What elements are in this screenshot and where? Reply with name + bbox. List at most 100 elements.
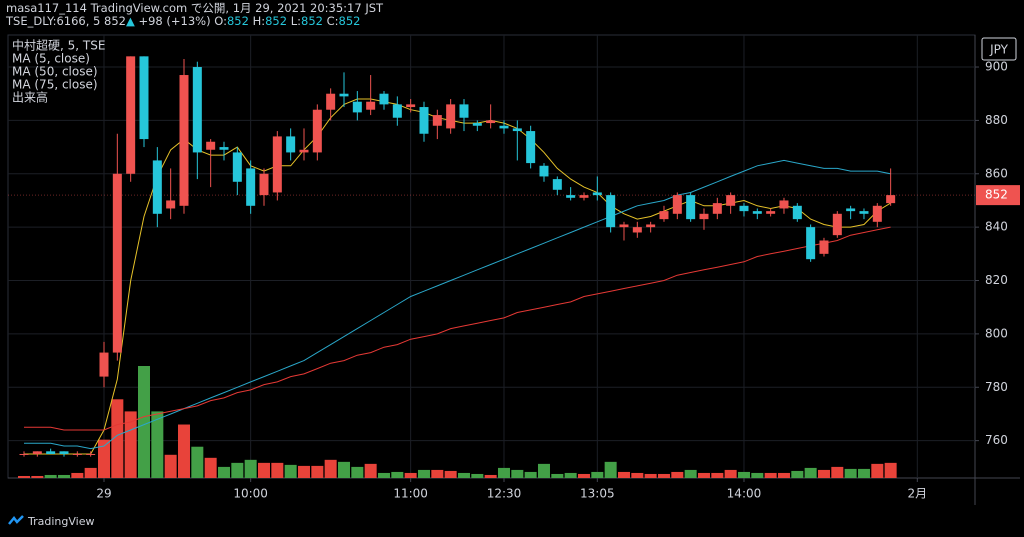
- volume-bar: [577, 473, 590, 478]
- candle-body: [286, 136, 296, 153]
- candle-body: [726, 195, 736, 206]
- volume-bar: [804, 467, 817, 478]
- price: 852: [104, 14, 126, 28]
- legend-volume: 出来高: [12, 90, 48, 105]
- candle-body: [659, 211, 669, 220]
- ohlc-value: 852: [301, 14, 323, 28]
- volume-bar: [257, 462, 270, 478]
- volume-bar: [217, 466, 230, 478]
- volume-bar: [351, 466, 364, 478]
- candle-body: [619, 224, 629, 228]
- price-label-box: [976, 185, 1020, 206]
- volume-bar: [764, 472, 777, 478]
- volume-bar: [71, 472, 84, 478]
- y-tick-label: 760: [985, 433, 1008, 447]
- ma-line: [24, 159, 891, 450]
- candle-body: [512, 128, 522, 132]
- candle-body: [872, 205, 882, 222]
- candle-body: [566, 195, 576, 198]
- candle-body: [326, 93, 336, 110]
- arrow: ▲: [125, 14, 135, 28]
- ohlc-label: C:: [326, 14, 339, 28]
- candle-body: [46, 451, 56, 454]
- volume-bar: [284, 464, 297, 478]
- volume-bar: [511, 469, 524, 478]
- candle-body: [752, 211, 762, 214]
- candle-body: [606, 195, 616, 228]
- volume-bar: [777, 472, 790, 478]
- volume-bar: [644, 473, 657, 478]
- candle-body: [112, 173, 122, 353]
- ohlc-value: 852: [226, 14, 249, 28]
- volume-bar: [164, 454, 177, 478]
- candle-body: [819, 240, 829, 254]
- volume-bar: [111, 399, 124, 478]
- volume-bar: [884, 462, 897, 478]
- volume-bar: [844, 468, 857, 478]
- candle-body: [499, 125, 509, 129]
- volume-bar: [497, 467, 510, 478]
- candle-body: [646, 224, 656, 228]
- candle-body: [86, 453, 96, 455]
- volume-bar: [657, 473, 670, 478]
- candle-body: [99, 352, 109, 377]
- volume-bar: [791, 470, 804, 478]
- volume-bar: [564, 472, 577, 478]
- volume-bar: [177, 424, 190, 478]
- candle-body: [846, 208, 856, 212]
- volume-bar: [751, 472, 764, 478]
- volume-bar: [431, 469, 444, 478]
- candle-body: [632, 227, 642, 233]
- volume-bar: [537, 463, 550, 478]
- candle-body: [419, 107, 429, 134]
- candle-body: [166, 200, 176, 209]
- volume-bar: [711, 472, 724, 478]
- y-tick-label: 780: [985, 380, 1008, 394]
- x-tick-label: 29: [96, 487, 111, 501]
- ohlc-value: 852: [265, 14, 288, 28]
- volume-bar: [137, 366, 150, 478]
- candle-body: [32, 451, 42, 454]
- candle-body: [806, 227, 816, 260]
- candle-body: [459, 104, 469, 118]
- candle-body: [552, 179, 562, 190]
- volume-bar: [404, 472, 417, 478]
- candle-body: [379, 93, 389, 105]
- volume-bar: [631, 472, 644, 478]
- ohlc-label: O:: [214, 14, 227, 28]
- ohlc-label: H:: [252, 14, 266, 28]
- candle-body: [406, 104, 416, 108]
- candle-body: [392, 104, 402, 118]
- candle-body: [206, 141, 216, 150]
- x-tick-label: 13:05: [580, 487, 615, 501]
- volume-bar: [591, 471, 604, 478]
- volume-bar: [18, 475, 30, 478]
- candle-body: [859, 211, 869, 214]
- y-tick-label: 820: [985, 273, 1008, 287]
- volume-bar: [684, 469, 697, 478]
- volume-bar: [737, 471, 750, 478]
- volume-bar: [31, 475, 44, 478]
- candle-body: [339, 93, 349, 97]
- brand: TradingView: [28, 514, 95, 528]
- volume-bar: [831, 466, 844, 478]
- candle-body: [539, 165, 549, 177]
- volume-bar: [724, 469, 737, 478]
- x-tick-label: 14:00: [727, 487, 762, 501]
- footer: TradingView: [8, 514, 94, 528]
- currency: JPY: [989, 43, 1009, 57]
- currency-box[interactable]: [981, 37, 1017, 61]
- volume-bar: [417, 469, 430, 478]
- volume-bar: [244, 459, 257, 478]
- ohlc-value: 852: [338, 14, 361, 28]
- volume-bar: [471, 473, 484, 478]
- y-tick-label: 860: [985, 166, 1008, 180]
- candle-body: [272, 136, 282, 193]
- candle-body: [486, 120, 496, 124]
- candle-body: [312, 109, 322, 153]
- ma-line: [24, 226, 891, 431]
- volume-bar: [297, 465, 310, 478]
- candle-body: [352, 101, 362, 113]
- legend-ma: MA (75, close): [12, 78, 98, 92]
